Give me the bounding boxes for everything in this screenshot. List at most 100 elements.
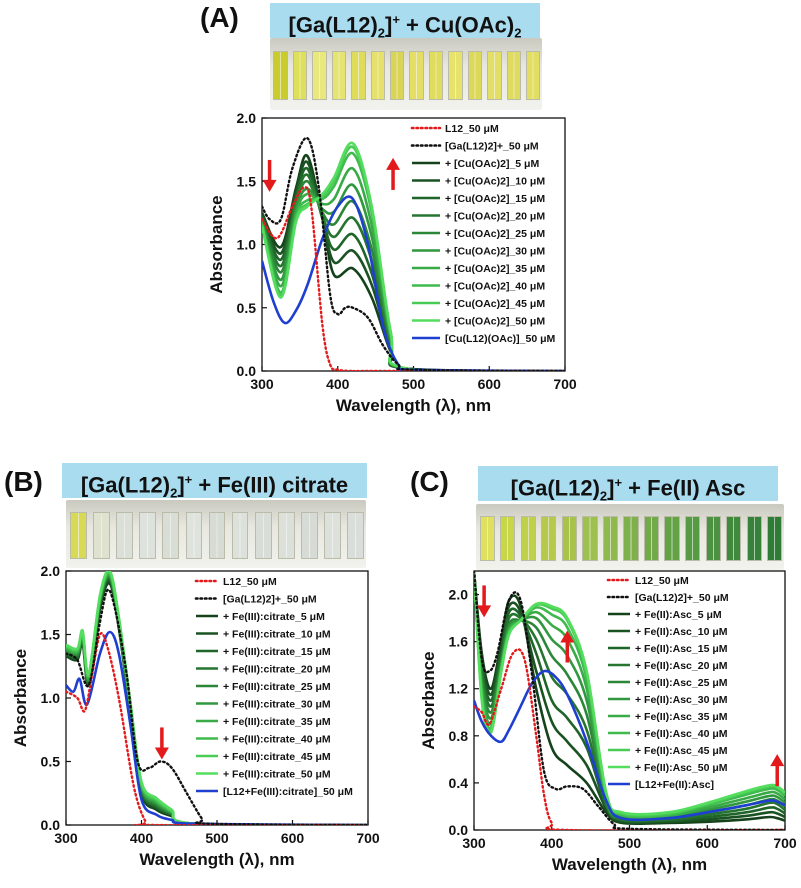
y-tick-label: 1.0: [41, 690, 61, 706]
legend-label: + Fe(III):citrate_5 μM: [223, 611, 325, 623]
y-axis-label: Absorbance: [419, 651, 438, 749]
legend-label: + Fe(III):citrate_10 μM: [223, 629, 331, 641]
y-tick-label: 0.4: [449, 775, 469, 791]
cuvette: [300, 512, 318, 560]
series-line: [66, 588, 368, 825]
cuvette: [746, 515, 762, 562]
cuvette: [506, 50, 522, 101]
y-tick-label: 0.8: [449, 728, 469, 744]
series-line: [474, 571, 785, 830]
cuvette: [116, 512, 134, 560]
cuvette: [664, 515, 680, 562]
y-axis-label: Absorbance: [11, 649, 30, 747]
x-axis-label: Wavelength (λ), nm: [336, 396, 491, 415]
legend-label: L12_50 μM: [635, 575, 689, 587]
legend-label: + [Cu(OAc)2]_25 μM: [445, 228, 545, 240]
legend-label: + Fe(II):Asc_25 μM: [635, 677, 728, 689]
cuvette: [231, 512, 249, 560]
cuvette: [467, 50, 483, 101]
legend-label: + [Cu(OAc)2]_5 μM: [445, 158, 539, 170]
cuvette-photo-a: [270, 38, 542, 110]
legend-label: + Fe(III):citrate_35 μM: [223, 716, 331, 728]
cuvette: [139, 512, 157, 560]
cuvette: [70, 512, 87, 560]
cuvette: [726, 515, 742, 562]
legend-label: [Ga(L12)2]+_50 μM: [445, 141, 539, 153]
series-line: [474, 648, 785, 830]
panel-label-a: (A): [200, 2, 239, 33]
y-tick-label: 1.0: [237, 237, 257, 253]
cuvette: [331, 50, 347, 101]
cuvette: [526, 50, 541, 101]
x-tick-label: 500: [402, 376, 426, 392]
legend-label: + Fe(II):Asc_50 μM: [635, 762, 728, 774]
x-tick-label: 300: [250, 376, 274, 392]
chart-title-a: [Ga(L12)2]+ + Cu(OAc)2: [270, 3, 540, 41]
cuvette: [428, 50, 444, 101]
legend-label: + Fe(III):citrate_40 μM: [223, 734, 331, 746]
legend-label: + Fe(II):Asc_20 μM: [635, 660, 728, 672]
x-tick-label: 600: [281, 830, 305, 846]
x-tick-label: 600: [478, 376, 502, 392]
legend-label: + Fe(II):Asc_5 μM: [635, 609, 722, 621]
legend-label: + [Cu(OAc)2]_35 μM: [445, 263, 545, 275]
x-tick-label: 700: [356, 830, 380, 846]
legend-label: + [Cu(OAc)2]_15 μM: [445, 193, 545, 205]
y-tick-label: 0.0: [41, 817, 61, 833]
cuvette: [705, 515, 721, 562]
cuvette: [767, 515, 783, 562]
cuvette: [390, 50, 405, 101]
series-line: [262, 136, 565, 371]
cuvette: [448, 50, 463, 101]
x-axis-label: Wavelength (λ), nm: [552, 855, 707, 874]
cuvette: [208, 512, 226, 560]
x-tick-label: 600: [696, 835, 720, 851]
y-tick-label: 0.0: [237, 363, 257, 379]
cuvette: [479, 515, 495, 562]
cuvette: [351, 50, 366, 101]
legend-label: + Fe(II):Asc_45 μM: [635, 745, 728, 757]
x-tick-label: 400: [326, 376, 350, 392]
legend-label: + [Cu(OAc)2]_45 μM: [445, 298, 545, 310]
cuvette: [347, 512, 364, 560]
cuvette: [312, 50, 327, 101]
cuvette: [409, 50, 424, 101]
legend-label: + [Cu(OAc)2]_10 μM: [445, 176, 545, 188]
panel-label-b: (B): [4, 466, 43, 497]
series-line: [474, 571, 785, 826]
legend-label: + Fe(III):citrate_25 μM: [223, 681, 331, 693]
legend-label: + Fe(III):citrate_50 μM: [223, 769, 331, 781]
cuvette: [520, 515, 536, 562]
cuvette: [93, 512, 110, 560]
cuvette: [185, 512, 203, 560]
cuvette: [324, 512, 341, 560]
y-tick-label: 0.0: [449, 822, 469, 838]
panel-label-c: (C): [410, 466, 449, 497]
legend-label: + Fe(II):Asc_35 μM: [635, 711, 728, 723]
cuvette: [254, 512, 272, 560]
y-tick-label: 1.2: [449, 681, 469, 697]
x-tick-label: 500: [205, 830, 229, 846]
cuvette: [273, 50, 288, 101]
arrow-head: [477, 605, 492, 618]
cuvette: [602, 515, 619, 562]
y-axis-label: Absorbance: [207, 195, 226, 293]
series-line: [262, 186, 565, 371]
y-tick-label: 1.5: [41, 627, 61, 643]
arrow-head: [560, 630, 575, 643]
legend-label: [Ga(L12)2]+_50 μM: [635, 592, 729, 604]
chart-title-b: [Ga(L12)2]+ + Fe(III) citrate: [62, 463, 367, 501]
legend-label: + [Cu(OAc)2]_50 μM: [445, 316, 545, 328]
legend-label: + Fe(II):Asc_10 μM: [635, 626, 728, 638]
legend-label: [Cu(L12)(OAc)]_50 μM: [445, 333, 556, 345]
arrow-head: [770, 754, 785, 767]
x-axis-label: Wavelength (λ), nm: [139, 850, 294, 869]
cuvette: [541, 515, 557, 562]
cuvette: [582, 515, 598, 562]
y-tick-label: 2.0: [41, 563, 61, 579]
x-tick-label: 400: [540, 835, 564, 851]
legend-label: + Fe(II):Asc_40 μM: [635, 728, 728, 740]
arrow-head: [154, 747, 169, 760]
series-line: [474, 669, 785, 822]
cuvette: [623, 515, 639, 562]
